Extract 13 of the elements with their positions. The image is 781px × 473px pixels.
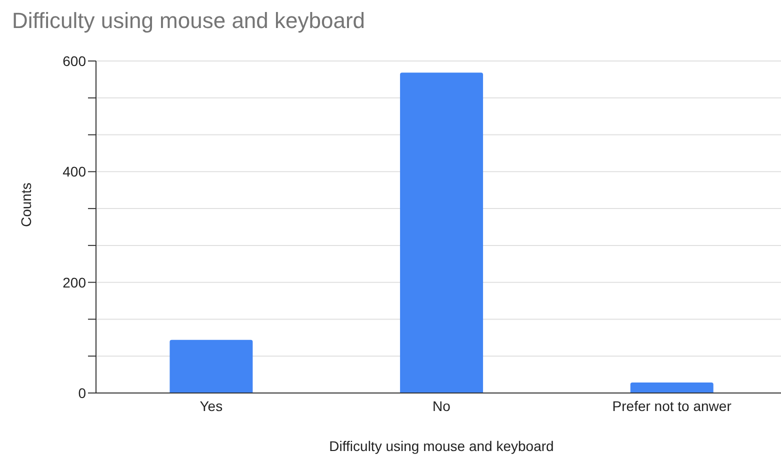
bar <box>630 382 714 393</box>
x-tick-label: Yes <box>200 398 223 414</box>
x-axis-title: Difficulty using mouse and keyboard <box>329 438 554 454</box>
y-axis-title: Counts <box>18 182 34 227</box>
y-tick-label: 0 <box>78 384 86 401</box>
y-tick-label: 200 <box>62 274 86 290</box>
x-tick-label: Prefer not to anwer <box>612 398 732 414</box>
bar <box>170 340 253 393</box>
y-tick-label: 400 <box>62 164 86 180</box>
chart-title: Difficulty using mouse and keyboard <box>12 8 366 34</box>
y-tick-label: 600 <box>62 52 86 69</box>
x-tick-label: No <box>432 398 451 414</box>
bar <box>400 72 484 393</box>
